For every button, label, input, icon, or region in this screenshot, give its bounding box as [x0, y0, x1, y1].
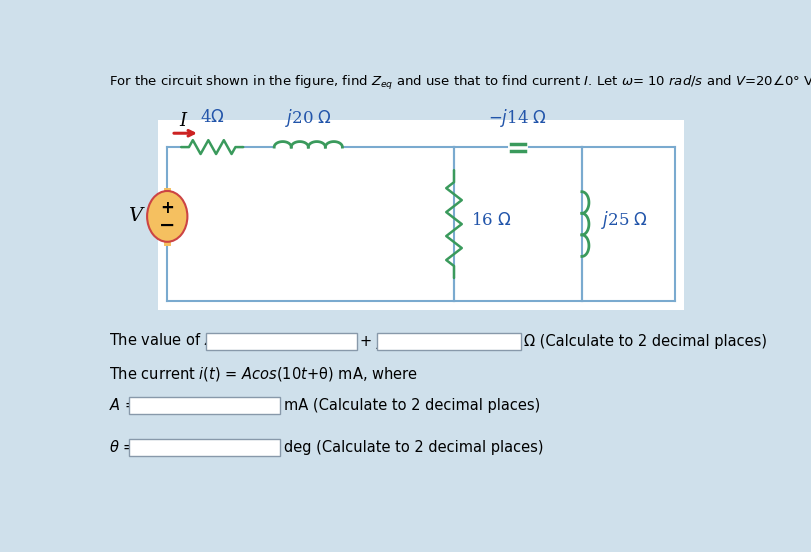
Text: The current $i(t)$ = $Acos$(10$t$+θ) mA, where: The current $i(t)$ = $Acos$(10$t$+θ) mA,… — [109, 365, 418, 383]
Text: The value of $Z_{eq}$ =: The value of $Z_{eq}$ = — [109, 332, 245, 352]
Text: $\theta$ =: $\theta$ = — [109, 439, 135, 455]
Text: $j$25 $\Omega$: $j$25 $\Omega$ — [601, 209, 648, 231]
Text: +: + — [161, 199, 174, 217]
Ellipse shape — [147, 191, 187, 242]
FancyBboxPatch shape — [206, 333, 357, 351]
Text: 16 $\Omega$: 16 $\Omega$ — [471, 212, 512, 229]
Text: + j: + j — [360, 335, 381, 349]
Text: 4$\Omega$: 4$\Omega$ — [200, 109, 225, 126]
Text: mA (Calculate to 2 decimal places): mA (Calculate to 2 decimal places) — [284, 397, 540, 412]
Text: Ω (Calculate to 2 decimal places): Ω (Calculate to 2 decimal places) — [524, 335, 766, 349]
FancyBboxPatch shape — [128, 396, 280, 413]
Text: For the circuit shown in the figure, find $Z_{eq}$ and use that to find current : For the circuit shown in the figure, fin… — [109, 74, 811, 92]
FancyBboxPatch shape — [158, 120, 684, 310]
Text: I: I — [179, 112, 187, 130]
Text: $j$20 $\Omega$: $j$20 $\Omega$ — [285, 107, 332, 129]
Text: deg (Calculate to 2 decimal places): deg (Calculate to 2 decimal places) — [284, 440, 543, 455]
Text: V: V — [128, 208, 143, 225]
Text: $A$ =: $A$ = — [109, 397, 137, 413]
Text: −: − — [159, 216, 175, 235]
FancyBboxPatch shape — [377, 333, 521, 351]
Text: $-j$14 $\Omega$: $-j$14 $\Omega$ — [488, 107, 547, 129]
FancyBboxPatch shape — [128, 439, 280, 456]
